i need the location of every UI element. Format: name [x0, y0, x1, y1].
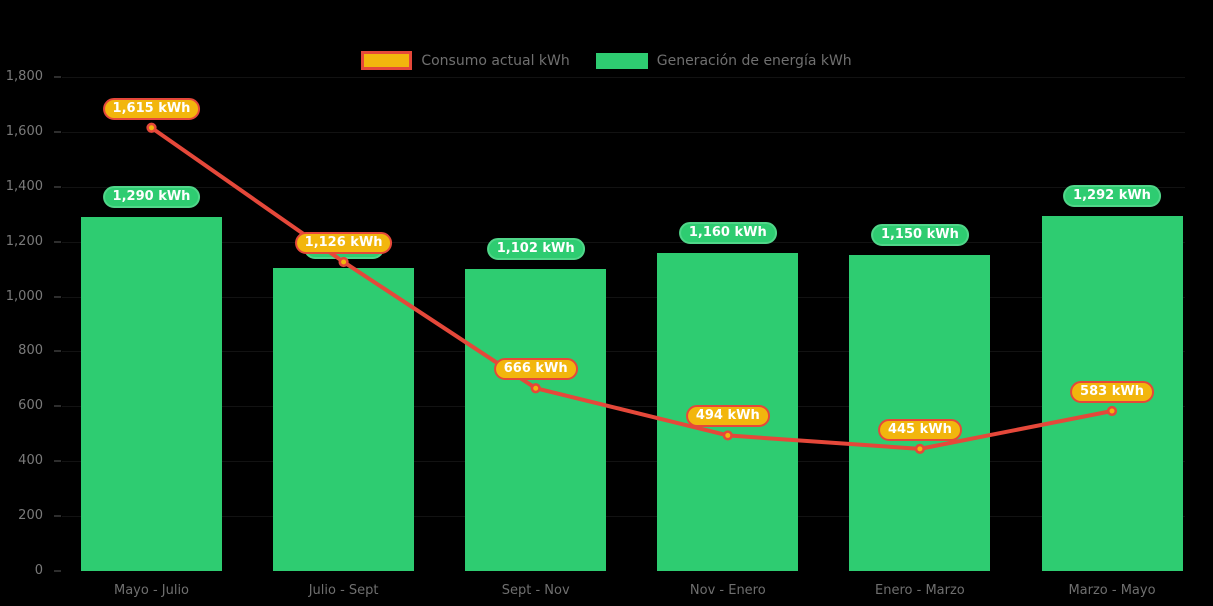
bar[interactable] — [465, 268, 607, 571]
bar-series-swatch-icon — [595, 52, 648, 69]
gridline — [62, 406, 1185, 408]
y-axis-label: 400 — [18, 453, 43, 469]
line-value-pill: 445 kWh — [877, 418, 962, 441]
y-axis-label: 800 — [18, 343, 43, 359]
x-axis-label: Marzo - Mayo — [1068, 583, 1156, 598]
y-axis-label: 1,000 — [5, 288, 43, 304]
y-axis-label: 1,800 — [5, 69, 43, 84]
x-axis-label: Julio - Sept — [308, 583, 379, 598]
y-axis-label: 1,200 — [5, 233, 43, 249]
gridline — [62, 351, 1185, 353]
line-value-pill: 494 kWh — [685, 405, 770, 428]
legend-item-consumo[interactable]: Consumo actual kWh — [361, 51, 570, 70]
y-axis-tick — [54, 350, 61, 353]
y-axis-label: 1,400 — [5, 178, 43, 194]
y-axis-label: 0 — [34, 563, 43, 578]
y-axis-tick — [54, 405, 61, 408]
chart-legend: Consumo actual kWh Generación de energía… — [0, 51, 1213, 70]
y-axis-tick — [54, 570, 61, 572]
y-axis-tick — [54, 515, 61, 518]
y-axis-tick — [54, 295, 61, 298]
gridline — [62, 77, 1185, 78]
line-point-marker[interactable] — [914, 443, 926, 454]
bar-value-pill: 1,102 kWh — [486, 237, 585, 260]
consumption-line — [149, 125, 1114, 451]
y-axis-tick — [54, 76, 61, 78]
bar[interactable] — [81, 216, 222, 571]
gridline — [62, 186, 1185, 188]
y-axis-tick — [54, 240, 61, 243]
bar-value-pill: 1,292 kWh — [1063, 185, 1161, 208]
line-point-marker[interactable] — [338, 256, 349, 268]
gridline — [62, 516, 1185, 518]
gridline — [62, 461, 1185, 463]
y-axis-tick — [54, 460, 61, 463]
bar[interactable] — [273, 267, 415, 571]
legend-item-generacion[interactable]: Generación de energía kWh — [595, 52, 852, 69]
line-value-pill: 583 kWh — [1070, 380, 1154, 403]
y-axis-tick — [54, 185, 61, 188]
legend-label-consumo: Consumo actual kWh — [421, 52, 570, 69]
line-point-marker[interactable] — [722, 430, 733, 441]
x-axis-label: Sept - Nov — [501, 583, 570, 598]
gridline — [62, 296, 1185, 298]
legend-label-generacion: Generación de energía kWh — [656, 52, 852, 69]
line-point-marker[interactable] — [146, 122, 157, 133]
y-axis-tick — [54, 130, 61, 133]
bar-value-pill: 1,150 kWh — [870, 224, 969, 247]
y-axis-label: 200 — [18, 508, 43, 524]
bar-value-pill: 1,160 kWh — [678, 221, 777, 244]
line-value-pill: 1,615 kWh — [102, 97, 201, 120]
line-point-marker[interactable] — [1106, 405, 1118, 417]
line-series-swatch-icon — [361, 51, 413, 70]
x-axis-label: Nov - Enero — [689, 583, 766, 598]
line-point-marker[interactable] — [530, 383, 541, 394]
y-axis-label: 600 — [18, 398, 43, 414]
bar[interactable] — [849, 255, 991, 571]
x-axis-label: Enero - Marzo — [875, 583, 965, 598]
x-axis-label: Mayo - Julio — [113, 583, 190, 598]
gridline — [62, 131, 1185, 133]
y-axis-label: 1,600 — [5, 123, 43, 139]
bar-value-pill: 1,290 kWh — [102, 185, 201, 208]
line-value-pill: 1,126 kWh — [294, 231, 393, 254]
line-value-pill: 666 kWh — [493, 358, 578, 381]
gridline — [62, 241, 1185, 243]
